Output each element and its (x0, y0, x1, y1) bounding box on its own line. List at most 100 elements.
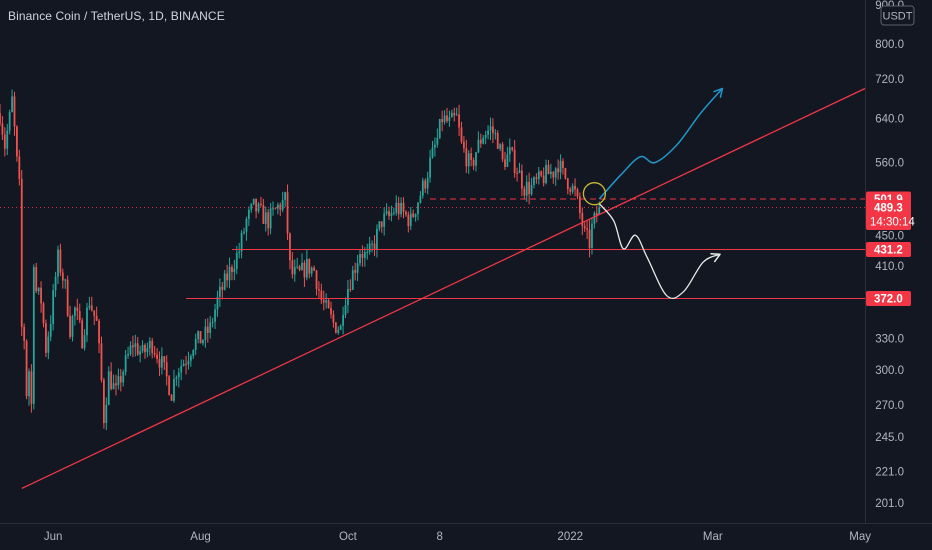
candle (351, 265, 354, 291)
candle (291, 252, 294, 279)
candle (76, 298, 79, 321)
candle (276, 202, 279, 215)
candle (160, 347, 163, 375)
price-tag (866, 199, 911, 230)
candle (269, 202, 272, 235)
projection-down-arrowhead (710, 252, 721, 263)
candle (151, 337, 154, 359)
candle (380, 221, 383, 233)
currency-button[interactable]: USDT (880, 5, 915, 26)
candle (429, 149, 431, 183)
candle (173, 369, 175, 403)
candle (443, 110, 446, 125)
candle (95, 306, 98, 322)
candle (434, 137, 436, 157)
time-axis-label: Jun (44, 531, 63, 543)
candle (202, 339, 204, 346)
candle (489, 117, 492, 141)
candle (315, 269, 318, 296)
candle (32, 264, 35, 410)
candle (470, 147, 473, 167)
candle (320, 283, 323, 304)
candle (564, 167, 567, 180)
candle (376, 224, 378, 258)
price-axis[interactable]: 900.0800.0720.0640.0560.0450.0410.0330.0… (875, 0, 904, 510)
candle (0, 104, 1, 127)
candle (518, 162, 521, 174)
candle (52, 283, 55, 331)
candle (100, 336, 103, 383)
candle (274, 207, 277, 210)
candle (105, 397, 108, 431)
trendline[interactable] (21, 87, 866, 490)
candle (45, 319, 47, 358)
candles-layer (0, 89, 601, 431)
candle (112, 374, 115, 390)
candle (593, 211, 596, 229)
candle (356, 254, 359, 281)
candle (545, 159, 547, 185)
candle (303, 260, 306, 287)
time-axis[interactable]: Jun Aug Oct 8 2022 Mar May (44, 531, 871, 543)
candle (569, 186, 572, 196)
candle (129, 341, 132, 356)
candle (448, 110, 451, 127)
candle (223, 269, 226, 291)
candle (475, 151, 477, 172)
candle (250, 202, 253, 213)
candle (40, 281, 42, 313)
candle (388, 206, 390, 220)
candle (35, 262, 38, 294)
candle (566, 177, 569, 195)
candle (318, 281, 320, 298)
candle (557, 159, 560, 180)
candle (69, 305, 71, 340)
candle (499, 143, 502, 152)
candle (342, 306, 345, 335)
candle (238, 242, 241, 259)
candle (325, 293, 328, 309)
drawings-layer (0, 87, 866, 490)
candle (494, 129, 497, 140)
candle (88, 296, 91, 311)
candle (255, 198, 258, 219)
candle (148, 337, 151, 356)
candle (289, 232, 291, 270)
candle (252, 198, 255, 206)
candle (226, 264, 229, 288)
candle (419, 191, 422, 204)
price-axis-label: 450.0 (875, 230, 904, 242)
price-axis-label: 221.0 (875, 466, 904, 478)
candle (42, 301, 45, 328)
candle (231, 264, 233, 281)
candle (168, 375, 171, 396)
candle (16, 125, 18, 162)
candle (581, 207, 584, 236)
candle (185, 355, 187, 375)
circle-marker[interactable] (582, 182, 607, 206)
candle (547, 159, 550, 175)
candle (511, 146, 514, 152)
candle (330, 301, 332, 319)
candle (115, 374, 117, 396)
candle (477, 131, 480, 154)
candle (508, 138, 511, 163)
price-axis-label: 330.0 (875, 333, 904, 345)
projection-up-arrowhead (713, 87, 724, 99)
candle (119, 368, 122, 392)
candle (134, 334, 137, 357)
candle (165, 355, 168, 386)
candle (337, 326, 340, 335)
candle (484, 130, 487, 145)
candle (482, 134, 485, 145)
projection-up-arrow[interactable] (598, 87, 724, 200)
candle (441, 110, 444, 132)
candle (279, 202, 282, 216)
candle (175, 375, 178, 386)
candle (421, 177, 424, 199)
projection-down-arrow[interactable] (598, 203, 721, 300)
candle (260, 196, 262, 207)
candle (506, 146, 509, 168)
candle (496, 130, 499, 150)
